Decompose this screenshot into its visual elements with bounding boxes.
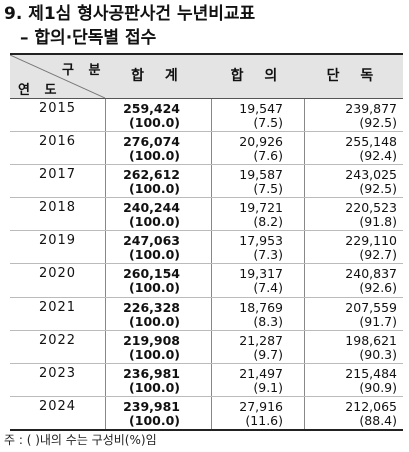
- dandok-percent: (91.7): [359, 313, 397, 329]
- header-dandok: 단 독: [326, 68, 382, 84]
- hapui-value: 19,721: [239, 200, 283, 216]
- year-cell: 2016: [38, 134, 77, 150]
- hapui-value: 20,926: [239, 134, 283, 150]
- data-table: 구 분 연 도 합 계 합 의 단 독 2015 259,424 (100.0)…: [10, 53, 403, 431]
- table-title: 9. 제1심 형사공판사건 누년비교표: [4, 4, 256, 24]
- year-cell: 2019: [38, 233, 77, 249]
- total-value: 262,612: [123, 167, 180, 183]
- dandok-value: 198,621: [345, 332, 397, 348]
- year-cell: 2022: [38, 332, 77, 348]
- total-percent: (100.0): [129, 412, 180, 428]
- total-percent: (100.0): [129, 214, 180, 230]
- hapui-value: 18,769: [239, 299, 283, 315]
- table-row: 2021 226,328 (100.0) 18,769 (8.3) 207,55…: [10, 296, 403, 330]
- dandok-value: 255,148: [345, 134, 397, 150]
- year-cell: 2021: [38, 299, 77, 315]
- hapui-value: 19,587: [239, 167, 283, 183]
- total-value: 259,424: [123, 101, 180, 116]
- hapui-percent: (7.5): [253, 115, 283, 130]
- hapui-percent: (9.7): [253, 346, 283, 362]
- hapui-percent: (7.3): [253, 247, 283, 263]
- total-percent: (100.0): [129, 148, 180, 164]
- hapui-percent: (8.3): [253, 313, 283, 329]
- year-cell: 2015: [38, 101, 77, 116]
- dandok-value: 207,559: [345, 299, 397, 315]
- dandok-percent: (92.6): [359, 280, 397, 296]
- hapui-percent: (7.4): [253, 280, 283, 296]
- total-percent: (100.0): [129, 181, 180, 197]
- hapui-percent: (11.6): [245, 412, 283, 428]
- total-value: 236,981: [123, 365, 180, 381]
- hapui-percent: (7.6): [253, 148, 283, 164]
- header-gubun: 구 분: [62, 63, 106, 78]
- total-percent: (100.0): [129, 115, 180, 130]
- hapui-value: 19,317: [239, 266, 283, 282]
- diagonal-divider: [10, 55, 105, 98]
- dandok-value: 243,025: [345, 167, 397, 183]
- dandok-percent: (92.7): [359, 247, 397, 263]
- table-row: 2017 262,612 (100.0) 19,587 (7.5) 243,02…: [10, 164, 403, 197]
- table-row: 2023 236,981 (100.0) 21,497 (9.1) 215,48…: [10, 362, 403, 396]
- hapui-value: 19,547: [239, 101, 283, 116]
- total-value: 239,981: [123, 398, 180, 414]
- hapui-value: 17,953: [239, 233, 283, 249]
- table-row: 2016 276,074 (100.0) 20,926 (7.6) 255,14…: [10, 131, 403, 164]
- hapui-value: 21,497: [239, 365, 283, 381]
- total-percent: (100.0): [129, 247, 180, 263]
- table-header: 구 분 연 도 합 계 합 의 단 독: [10, 55, 403, 99]
- table-body: 2015 259,424 (100.0) 19,547 (7.5) 239,87…: [10, 99, 403, 429]
- dandok-percent: (88.4): [359, 412, 397, 428]
- table-row: 2018 240,244 (100.0) 19,721 (8.2) 220,52…: [10, 197, 403, 230]
- table-row: 2020 260,154 (100.0) 19,317 (7.4) 240,83…: [10, 263, 403, 296]
- year-cell: 2018: [38, 200, 77, 216]
- table-row: 2022 219,908 (100.0) 21,287 (9.7) 198,62…: [10, 329, 403, 363]
- dandok-percent: (92.5): [359, 115, 397, 130]
- hapui-value: 21,287: [239, 332, 283, 348]
- dandok-value: 220,523: [345, 200, 397, 216]
- total-value: 219,908: [123, 332, 180, 348]
- year-cell: 2023: [38, 365, 77, 381]
- table-row: 2024 239,981 (100.0) 27,916 (11.6) 212,0…: [10, 395, 403, 429]
- table-row: 2019 247,063 (100.0) 17,953 (7.3) 229,11…: [10, 230, 403, 263]
- header-hapui: 합 의: [230, 68, 286, 84]
- table-row: 2015 259,424 (100.0) 19,547 (7.5) 239,87…: [10, 99, 403, 131]
- total-value: 240,244: [123, 200, 180, 216]
- total-percent: (100.0): [129, 280, 180, 296]
- hapui-percent: (7.5): [253, 181, 283, 197]
- dandok-percent: (91.8): [359, 214, 397, 230]
- header-yeondo: 연 도: [18, 83, 62, 98]
- total-percent: (100.0): [129, 313, 180, 329]
- hapui-value: 27,916: [239, 398, 283, 414]
- dandok-value: 229,110: [345, 233, 397, 249]
- dandok-percent: (90.3): [359, 346, 397, 362]
- total-value: 260,154: [123, 266, 180, 282]
- year-cell: 2024: [38, 398, 77, 414]
- header-total: 합 계: [131, 68, 186, 84]
- table-subtitle: – 합의·단독별 접수: [20, 28, 157, 48]
- dandok-percent: (92.5): [359, 181, 397, 197]
- total-percent: (100.0): [129, 346, 180, 362]
- year-cell: 2017: [38, 167, 77, 183]
- dandok-value: 215,484: [345, 365, 397, 381]
- total-value: 276,074: [123, 134, 180, 150]
- dandok-percent: (90.9): [359, 379, 397, 395]
- dandok-value: 212,065: [345, 398, 397, 414]
- year-cell: 2020: [38, 266, 77, 282]
- hapui-percent: (9.1): [253, 379, 283, 395]
- dandok-value: 239,877: [345, 101, 397, 116]
- footnote: 주 : ( )내의 수는 구성비(%)임: [4, 433, 157, 447]
- dandok-value: 240,837: [345, 266, 397, 282]
- dandok-percent: (92.4): [359, 148, 397, 164]
- total-value: 226,328: [123, 299, 180, 315]
- hapui-percent: (8.2): [253, 214, 283, 230]
- total-value: 247,063: [123, 233, 180, 249]
- total-percent: (100.0): [129, 379, 180, 395]
